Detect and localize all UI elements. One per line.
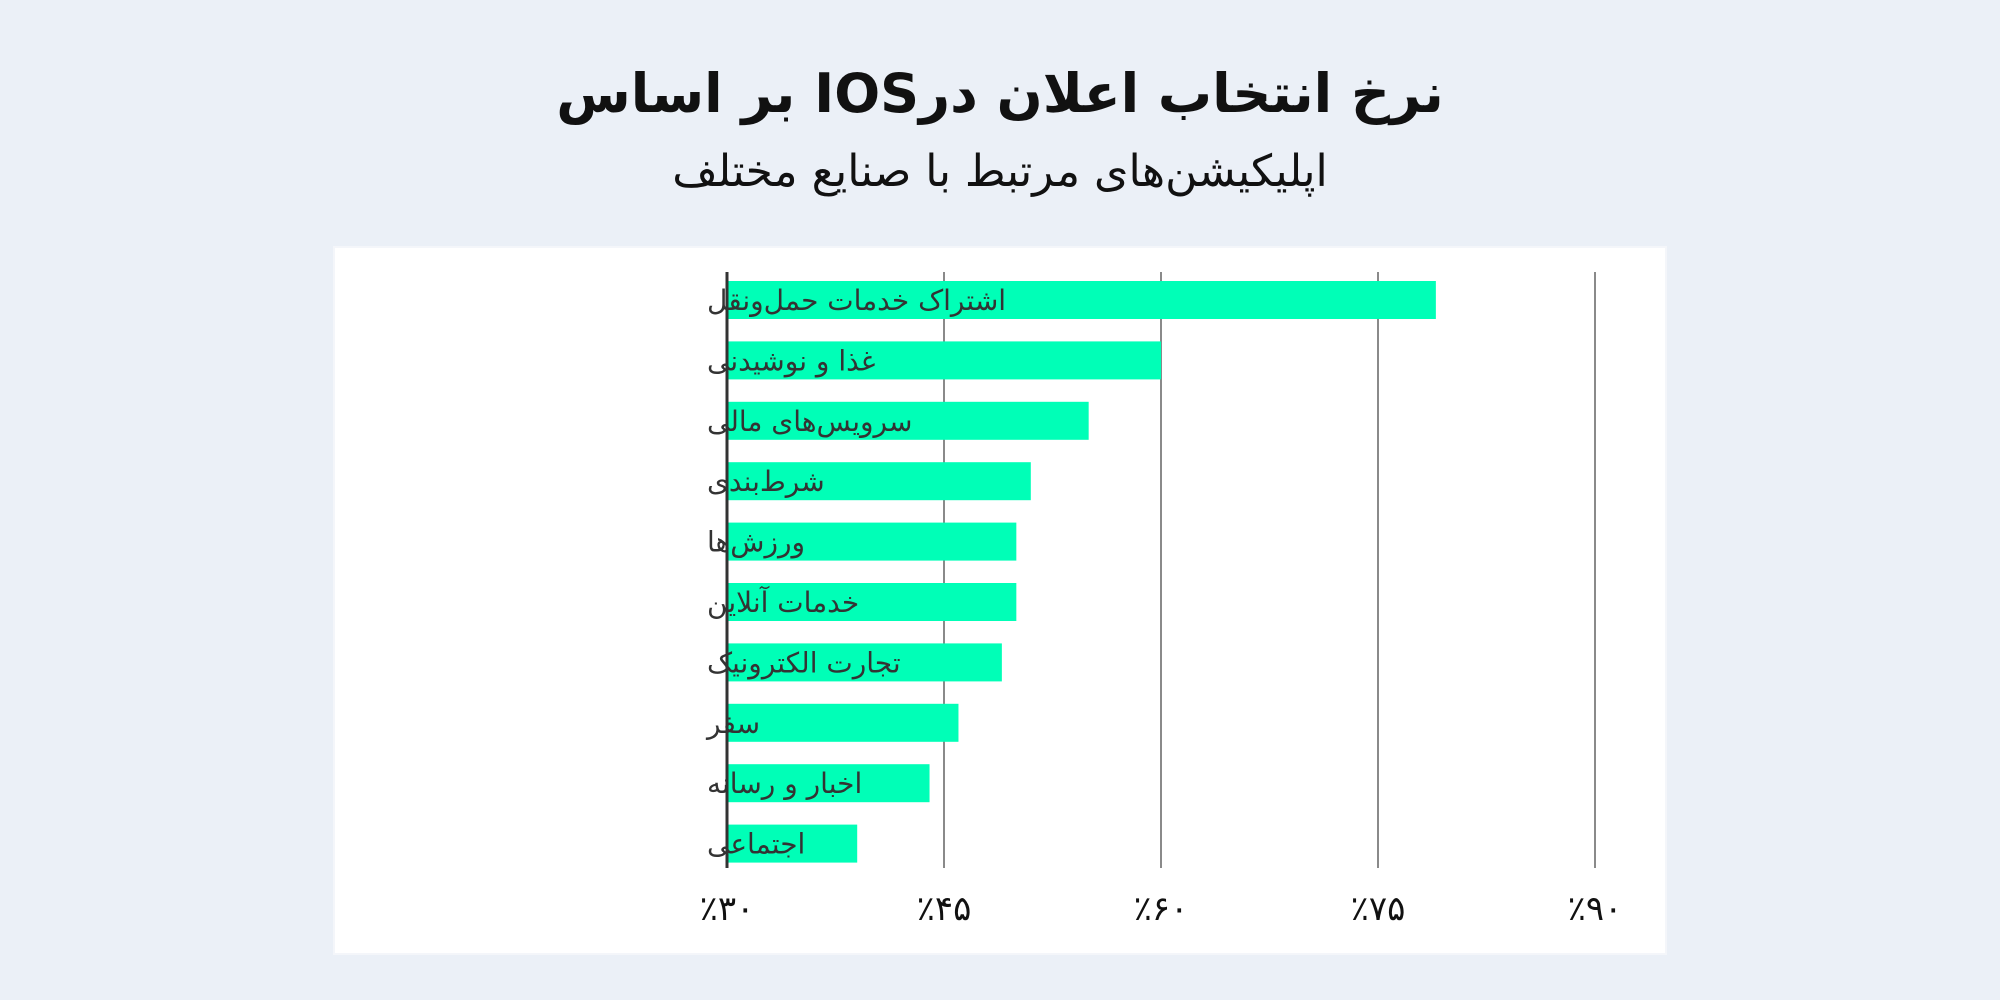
x-tick-label: ٪۴۵ <box>917 889 972 929</box>
category-label: اشتراک خدمات حمل‌ونقل <box>707 284 1006 317</box>
category-label: سفر <box>705 707 760 740</box>
bar <box>727 703 959 742</box>
x-tick-label: ٪۷۵ <box>1351 889 1406 929</box>
bar <box>727 764 930 803</box>
bar <box>727 643 1002 682</box>
category-label: اخبار و رسانه <box>707 767 862 800</box>
bar-chart: اشتراک خدمات حمل‌ونقل غذا و نوشیدنی سرویس‌… <box>700 272 1623 929</box>
category-label: ورزش‌ها <box>707 526 805 559</box>
bar <box>727 462 1031 501</box>
category-label: تجارت الکترونیک <box>707 646 901 679</box>
chart-title: نرخ انتخاب اعلان درIOS بر اساس <box>556 62 1444 125</box>
category-label: غذا و نوشیدنی <box>707 344 875 377</box>
bar <box>727 583 1017 621</box>
category-label: اجتماعی <box>707 828 805 861</box>
bar <box>727 341 1161 380</box>
bar <box>727 401 1089 440</box>
x-tick-label: ٪۳۰ <box>700 889 755 929</box>
chart-subtitle: اپلیکیشن‌های مرتبط با صنایع مختلف <box>672 146 1328 197</box>
category-label: خدمات آنلاین <box>707 586 859 619</box>
category-label: شرط‌بندی <box>707 465 825 498</box>
bar <box>727 824 858 863</box>
x-tick-label: ٪۹۰ <box>1568 889 1623 929</box>
bar <box>727 522 1017 561</box>
category-label: سرویس‌های مالی <box>707 405 912 438</box>
chart-card: اشتراک خدمات حمل‌ونقل غذا و نوشیدنی سرویس‌… <box>335 248 1665 953</box>
bar <box>727 281 1436 319</box>
x-tick-label: ٪۶۰ <box>1134 889 1189 929</box>
